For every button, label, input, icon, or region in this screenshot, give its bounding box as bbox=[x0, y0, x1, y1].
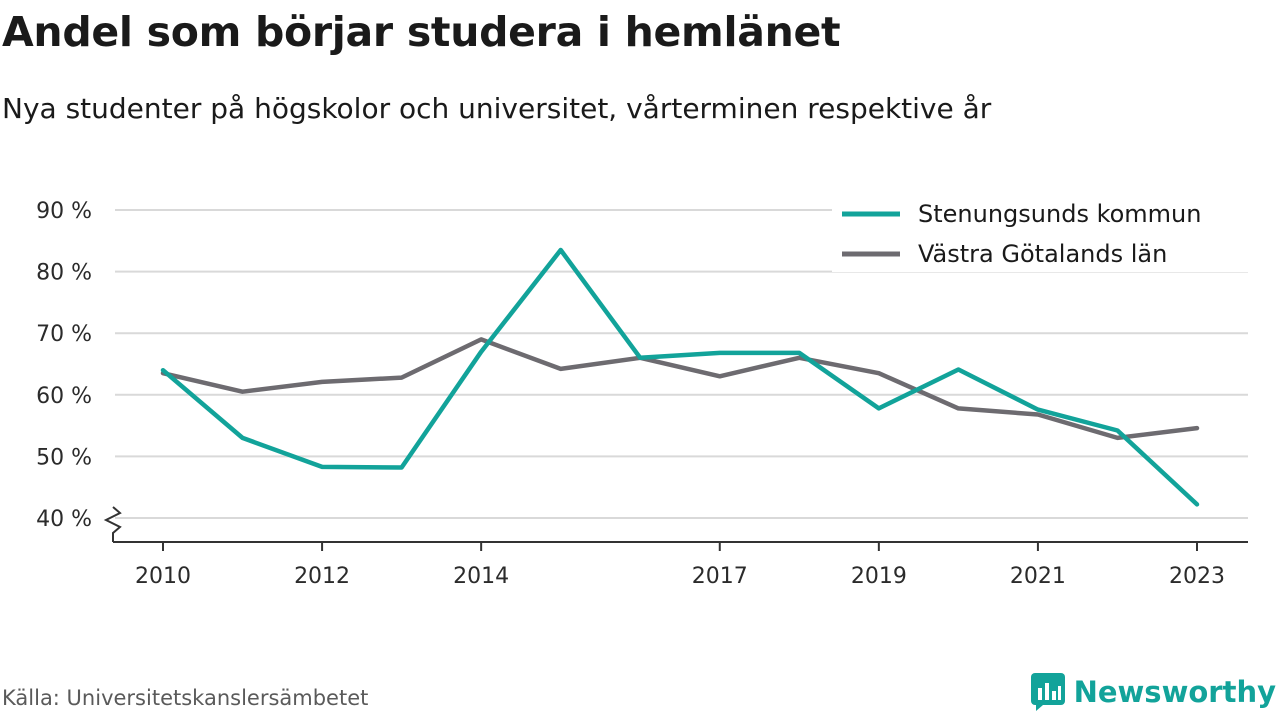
chart-title: Andel som börjar studera i hemlänet bbox=[2, 8, 841, 56]
y-tick-label: 80 % bbox=[36, 261, 92, 286]
newsworthy-chart-icon bbox=[1030, 673, 1065, 711]
x-tick-label: 2014 bbox=[453, 564, 509, 589]
y-tick-label: 90 % bbox=[36, 199, 92, 224]
series-lines bbox=[160, 247, 1200, 507]
axes bbox=[103, 506, 1248, 551]
x-tick-label: 2023 bbox=[1169, 564, 1225, 589]
y-tick-label: 50 % bbox=[36, 445, 92, 470]
brand-logo: Newsworthy bbox=[1030, 672, 1276, 712]
x-tick-label: 2012 bbox=[294, 564, 350, 589]
chart-subtitle: Nya studenter på högskolor och universit… bbox=[2, 92, 992, 125]
x-tick-labels: 2010 2012 2014 2017 2019 2021 2023 bbox=[135, 564, 1225, 589]
y-tick-labels: 40 % 50 % 60 % 70 % 80 % 90 % bbox=[36, 199, 92, 532]
series-line-vastra-gotaland bbox=[160, 337, 1200, 441]
source-note: Källa: Universitetskanslersämbetet bbox=[2, 686, 369, 710]
y-tick-label: 60 % bbox=[36, 384, 92, 409]
x-tick-label: 2010 bbox=[135, 564, 191, 589]
brand-name: Newsworthy bbox=[1073, 675, 1276, 709]
legend-background bbox=[832, 190, 1252, 272]
series-line-stenungsund bbox=[160, 247, 1200, 507]
x-tick-label: 2017 bbox=[692, 564, 748, 589]
x-tick-label: 2021 bbox=[1010, 564, 1066, 589]
x-tick-label: 2019 bbox=[851, 564, 907, 589]
y-tick-label: 70 % bbox=[36, 322, 92, 347]
y-tick-label: 40 % bbox=[36, 507, 92, 532]
legend-label: Stenungsunds kommun bbox=[918, 200, 1201, 228]
y-axis-break bbox=[103, 506, 122, 542]
legend-label: Västra Götalands län bbox=[918, 240, 1167, 268]
legend: Stenungsunds kommun Västra Götalands län bbox=[832, 190, 1252, 272]
